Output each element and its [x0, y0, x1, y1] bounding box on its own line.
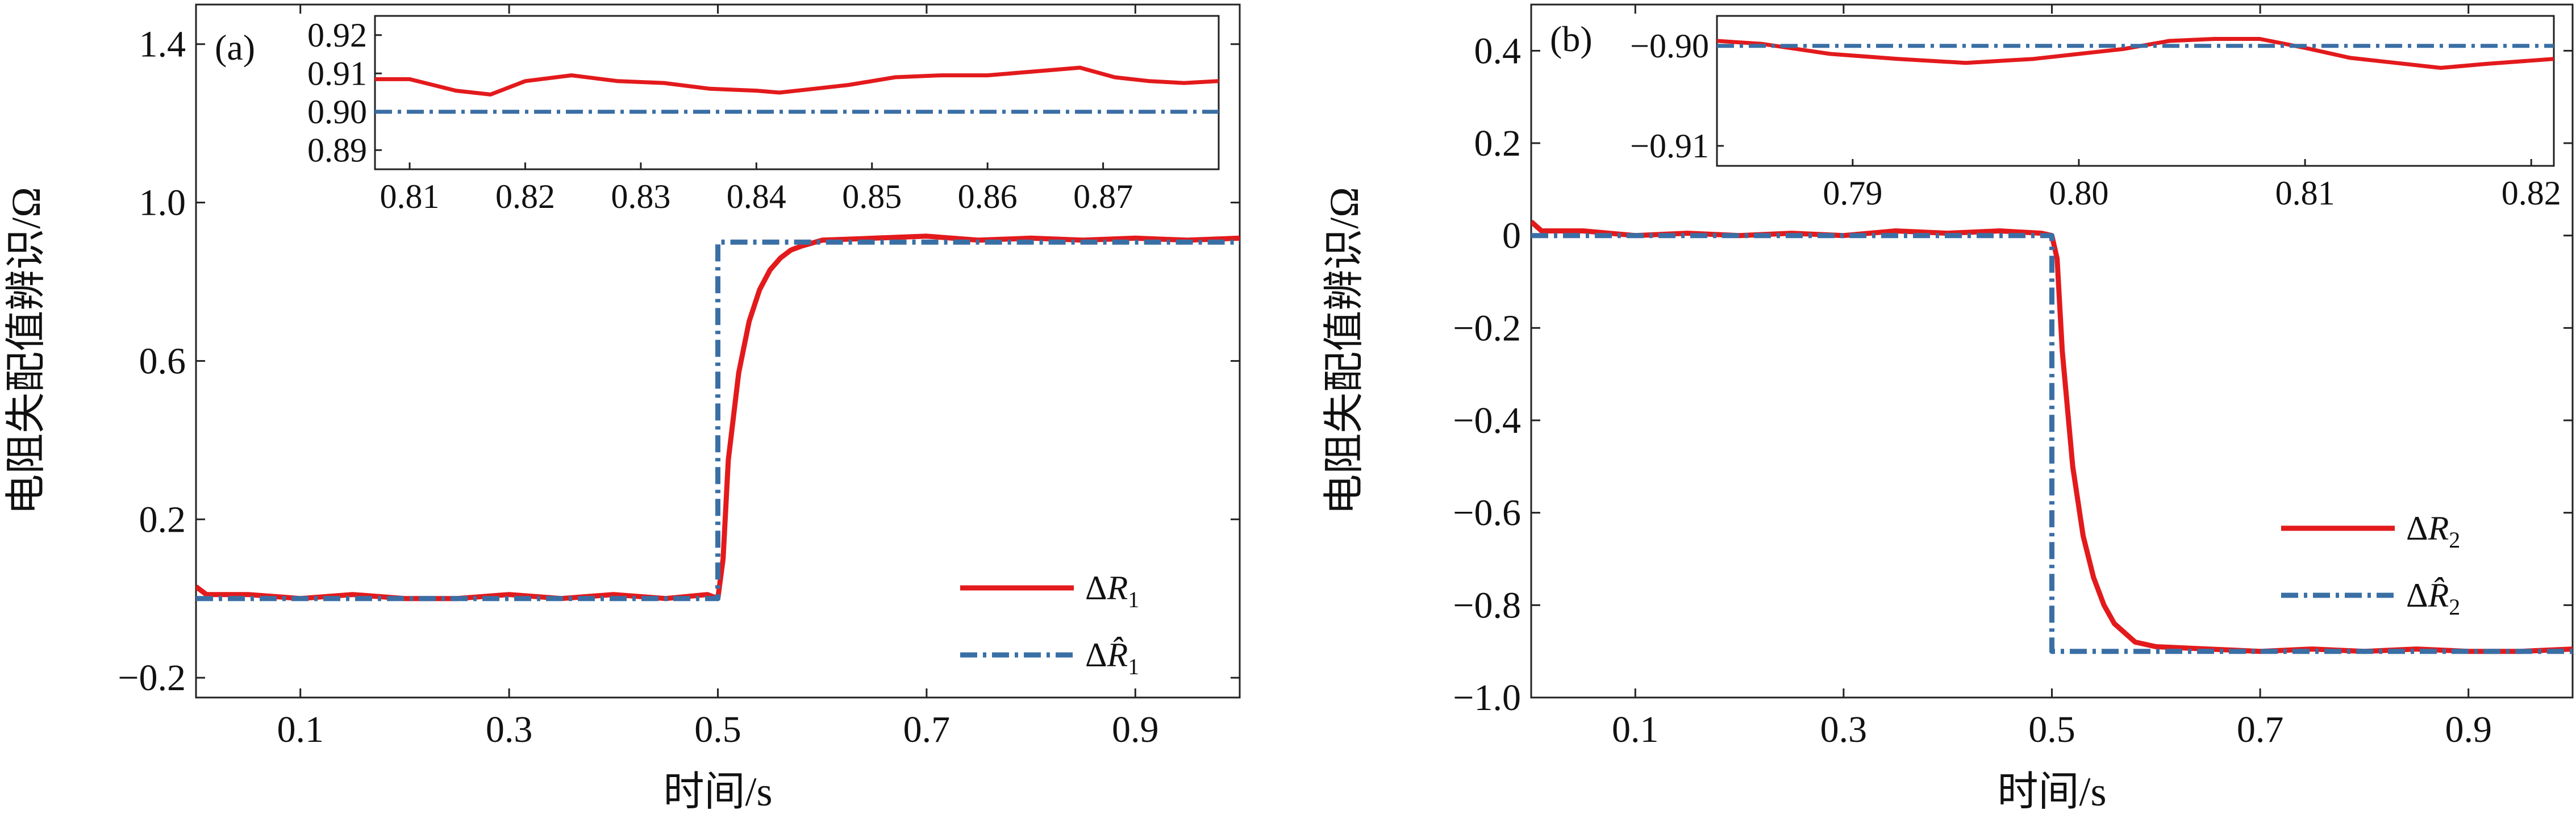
panel-b-series-group	[1531, 219, 2573, 654]
legend-label-0: ΔR2	[2406, 510, 2460, 553]
panel-a-inset-xtick-label: 0.81	[380, 178, 440, 215]
panel-b-ytick-label: −0.4	[1453, 400, 1521, 441]
panel-a-xtick-label: 0.3	[486, 709, 533, 750]
panel-b-inset-ytick-label: −0.91	[1630, 127, 1709, 165]
panel-a-inset-xtick-label: 0.83	[611, 178, 670, 215]
panel-a-y-axis-title: 电阻失配值辨识/Ω	[3, 187, 49, 515]
panel-a-inset-xtick-label: 0.87	[1073, 178, 1133, 215]
panel-b-xtick-label: 0.5	[2028, 709, 2075, 750]
panel-b-inset-xtick-label: 0.82	[2502, 174, 2561, 212]
panel-b-ytick-label: 0.4	[1474, 30, 1522, 72]
panel-a-xtick-label: 0.5	[694, 709, 741, 750]
panel-b-ytick-label: 0.2	[1474, 123, 1522, 164]
panel-b-panel-label: (b)	[1550, 19, 1593, 59]
panel-b-legend: ΔR2 ΔR̂2	[2281, 510, 2460, 620]
panel-a-ytick-label: 0.6	[139, 340, 186, 382]
panel-b-xtick-label: 0.3	[1820, 709, 1868, 750]
panel-a-ytick-label: 1.0	[139, 182, 186, 224]
panel-a-x-axis-title: 时间/s	[663, 769, 772, 815]
panel-b-series-estimated-line	[1531, 233, 2573, 654]
panel-b-xtick-label: 0.9	[2445, 709, 2492, 750]
panel-a-series-estimated-line	[196, 239, 1240, 602]
panel-b-inset-series-group	[1717, 37, 2554, 70]
panel-a-xtick-label: 0.7	[903, 709, 951, 750]
legend-label-1: ΔR̂1	[1085, 636, 1139, 679]
panel-b-inset-frame	[1716, 15, 2555, 167]
panel-a-panel-label: (a)	[215, 27, 255, 68]
panel-b-ytick-label: −1.0	[1453, 677, 1521, 719]
panel-a: 0.1 0.3 0.5 0.7 0.9 −0.2 0.2 0.6 1.0 1.4 时间/s 电阻失配值…	[3, 3, 1241, 815]
panel-b-ytick-label: −0.2	[1453, 307, 1521, 349]
panel-a-series-group	[196, 233, 1240, 602]
panel-a-inset-ytick-label: 0.90	[307, 93, 367, 131]
panel-a-inset-series-group	[375, 65, 1219, 114]
panel-b-inset-xtick-label: 0.79	[1823, 174, 1882, 212]
panel-b-inset: 0.79 0.80 0.81 0.82 −0.91 −0.90	[1630, 15, 2561, 212]
panel-b-inset-xtick-label: 0.80	[2049, 174, 2108, 212]
panel-a-xtick-label: 0.9	[1112, 709, 1159, 750]
panel-b-x-axis-title: 时间/s	[1997, 769, 2106, 815]
panel-a-inset-ytick-label: 0.89	[307, 131, 367, 169]
panel-b-xtick-label: 0.7	[2237, 709, 2284, 750]
panel-b-inset-xtick-label: 0.81	[2275, 174, 2335, 212]
panel-a-inset-xtick-label: 0.82	[495, 178, 555, 215]
panel-b-ytick-label: −0.6	[1453, 492, 1521, 534]
panel-a-ytick-label: −0.2	[118, 657, 186, 699]
panel-b-ytick-label: 0	[1502, 215, 1521, 257]
panel-a-ytick-label: 0.2	[139, 499, 186, 540]
legend-label-0: ΔR1	[1085, 569, 1139, 612]
panel-a-inset-xtick-label: 0.84	[727, 178, 786, 215]
panel-b-inset-ytick-label: −0.90	[1630, 27, 1709, 65]
panel-b-series-measured-line	[1531, 219, 2573, 654]
panel-a-inset-ytick-label: 0.92	[307, 16, 367, 54]
legend-label-1: ΔR̂2	[2406, 577, 2460, 620]
panel-b-ytick-label: −0.8	[1453, 584, 1521, 626]
panel-b-xtick-label: 0.1	[1612, 709, 1659, 750]
panel-b-inset-series-measured-line	[1717, 37, 2554, 70]
panel-a-ytick-label: 1.4	[139, 24, 186, 65]
panel-b: 0.1 0.3 0.5 0.7 0.9 −1.0 −0.8 −0.6 −0.4 −0.2 0 0.2 0…	[1322, 3, 2574, 815]
panel-b-y-axis-title: 电阻失配值辨识/Ω	[1322, 187, 1367, 515]
panel-a-inset-series-measured-line	[375, 65, 1219, 97]
panel-a-inset-xtick-label: 0.85	[842, 178, 902, 215]
panel-a-xtick-label: 0.1	[277, 709, 324, 750]
panel-a-legend: ΔR1 ΔR̂1	[960, 569, 1139, 679]
panel-a-inset-ytick-label: 0.91	[307, 55, 367, 92]
panel-a-inset-xtick-label: 0.86	[958, 178, 1018, 215]
panel-a-inset: 0.81 0.82 0.83 0.84 0.85 0.86 0.87 0.890.900.91…	[307, 15, 1220, 215]
